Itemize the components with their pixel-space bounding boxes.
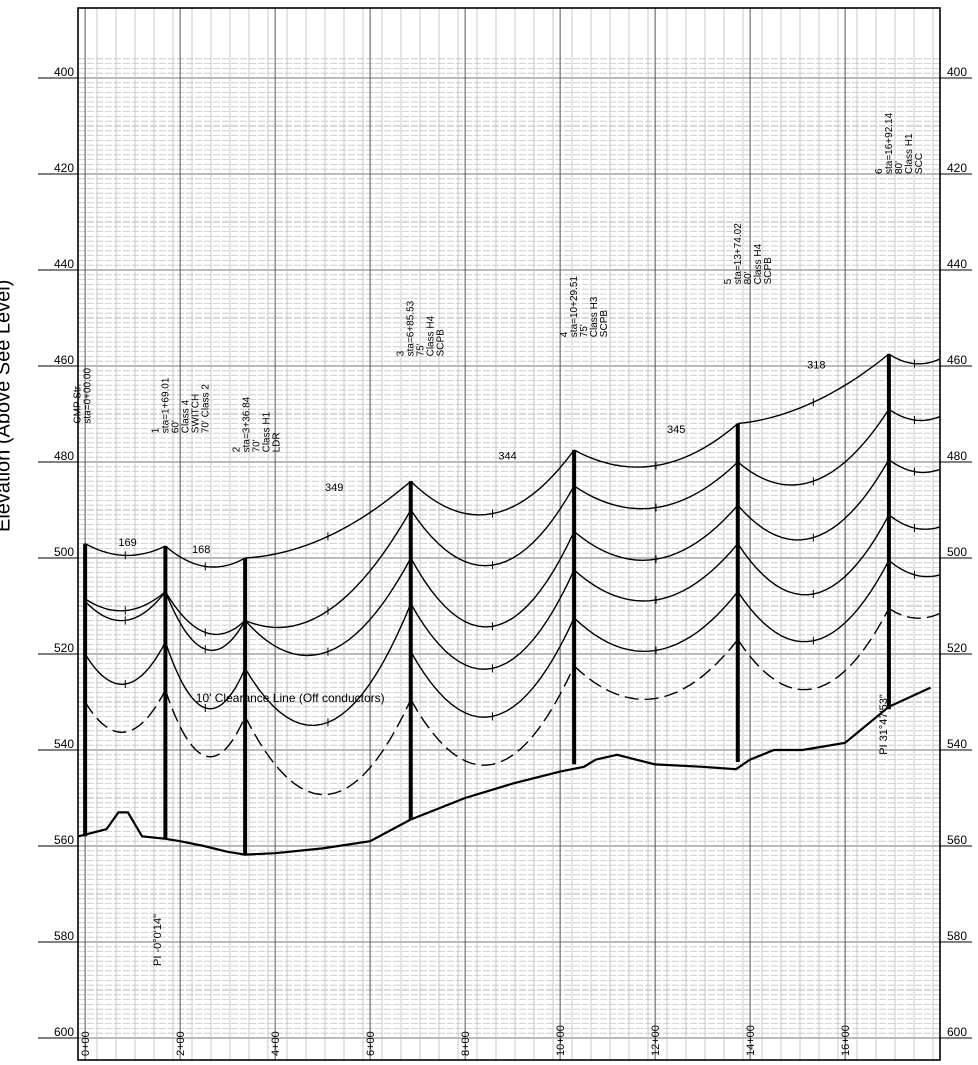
structure-label-line: 4	[559, 331, 570, 337]
x-tick-label: 2+00	[175, 1031, 187, 1056]
structure-label-line: 5	[723, 278, 734, 284]
structure-label-line: Class H3	[589, 296, 600, 337]
conductor-span	[410, 531, 575, 628]
structure-label-line: 2	[232, 446, 243, 452]
structure-label-line: 75'	[415, 343, 426, 356]
y-tick-label-right: 400	[947, 65, 967, 79]
structure-label-line: sta=13+74.02	[733, 223, 744, 285]
structure-label-line: 75'	[579, 324, 590, 337]
structure-label-line: CMP Str.	[72, 384, 83, 424]
y-tick-label-right: 520	[947, 641, 967, 655]
structure-label-line: 70'	[252, 439, 263, 452]
x-tick-label: 8+00	[460, 1031, 472, 1056]
y-tick-label-left: 440	[54, 257, 74, 271]
y-tick-label-left: 460	[54, 353, 74, 367]
span-length-label: 345	[667, 424, 685, 436]
span-length-label: 318	[807, 359, 825, 371]
x-tick-label: 12+00	[650, 1025, 662, 1056]
structure-label-line: sta=1+69.01	[161, 377, 172, 433]
structure-label-line: sta=10+29.51	[569, 276, 580, 338]
x-tick-label: 0+00	[80, 1031, 92, 1056]
y-tick-label-left: 580	[54, 929, 74, 943]
y-tick-label-right: 420	[947, 161, 967, 175]
grid	[77, 8, 940, 1060]
x-tick-label: 10+00	[555, 1025, 567, 1056]
span-length-label: 169	[118, 537, 136, 549]
x-tick-label: 6+00	[365, 1031, 377, 1056]
clearance-line	[84, 689, 167, 734]
structure-label-line: SCPB	[599, 310, 610, 338]
clearance-line	[410, 665, 575, 766]
structure-label-line: Class H1	[904, 133, 915, 174]
structure-label-line: SCC	[914, 153, 925, 174]
structure-label-line: 80'	[743, 271, 754, 284]
y-tick-label-left: 500	[54, 545, 74, 559]
y-tick-label-left: 540	[54, 737, 74, 751]
structure-label-line: 60'	[171, 420, 182, 433]
plot-frame	[77, 7, 941, 1061]
ground-profile	[77, 686, 932, 856]
conductor-span	[573, 423, 739, 468]
structure-label-line: 70' Class 2	[201, 384, 212, 434]
y-tick-label-right: 560	[947, 833, 967, 847]
y-tick-label-left: 400	[54, 65, 74, 79]
span-length-label: 344	[498, 451, 516, 463]
clearance-line	[888, 607, 941, 619]
y-tick-label-right: 600	[947, 1025, 967, 1039]
clearance-line	[244, 699, 412, 796]
clearance-line	[164, 689, 246, 758]
structure-label-line: sta=6+85.53	[405, 300, 416, 356]
structure-label-line: SWITCH	[191, 394, 202, 433]
clearance-line	[573, 639, 739, 701]
structure-label-line: Class H4	[753, 243, 764, 284]
x-tick-label: 4+00	[270, 1031, 282, 1056]
y-tick-label-left: 560	[54, 833, 74, 847]
conductor-span	[164, 591, 246, 636]
conductor-span	[573, 504, 739, 562]
conductor-span	[164, 591, 246, 652]
structure-label-line: SCPB	[435, 329, 446, 357]
span-length-label: 349	[325, 482, 343, 494]
conductor-span	[410, 485, 575, 567]
y-tick-label-right: 460	[947, 353, 967, 367]
structure-label-line: sta=3+36.84	[242, 396, 253, 452]
y-tick-label-left: 520	[54, 641, 74, 655]
structure-label-line: 3	[395, 350, 406, 356]
y-tick-label-right: 540	[947, 737, 967, 751]
y-tick-label-right: 500	[947, 545, 967, 559]
span-length-label: 168	[192, 544, 210, 556]
y-axis-title: Elevation (Above See Level)	[0, 279, 15, 532]
x-tick-label: 14+00	[745, 1025, 757, 1056]
pi-label: PI -0°0'14"	[152, 914, 164, 966]
clearance-line	[737, 608, 890, 691]
structure-label-line: Class H1	[262, 411, 273, 452]
pi-label: PI 31°47'53"	[878, 694, 890, 755]
structure-label-line: sta=0+00.00	[82, 368, 93, 424]
x-tick-label: 16+00	[840, 1025, 852, 1056]
structure-label-line: Class 4	[181, 399, 192, 433]
clearance-label: 10' Clearance Line (Off conductors)	[196, 691, 385, 705]
y-tick-label-right: 580	[947, 929, 967, 943]
y-tick-label-right: 480	[947, 449, 967, 463]
structure-label-line: 6	[874, 168, 885, 174]
structure-label-line: 1	[151, 427, 162, 433]
structure-label-line: SCPB	[763, 257, 774, 285]
structure-label-line: LDR	[272, 432, 283, 452]
y-tick-label-left: 600	[54, 1025, 74, 1039]
y-tick-label-left: 420	[54, 161, 74, 175]
y-tick-label-left: 480	[54, 449, 74, 463]
structure-label-line: Class H4	[425, 315, 436, 356]
structure-label-line: sta=16+92.14	[884, 112, 895, 174]
structure-label-line: 80'	[894, 161, 905, 174]
y-tick-label-right: 440	[947, 257, 967, 271]
